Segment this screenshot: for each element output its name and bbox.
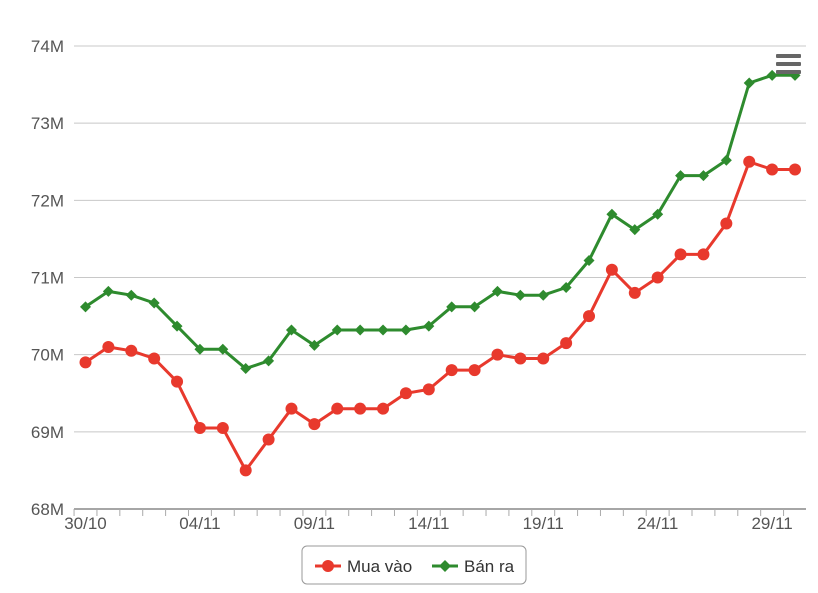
data-point-ban-ra[interactable] xyxy=(514,289,526,301)
data-point-mua-vao[interactable] xyxy=(102,340,115,353)
data-point-ban-ra[interactable] xyxy=(629,224,641,236)
y-tick-label: 72M xyxy=(31,191,64,210)
data-point-mua-vao[interactable] xyxy=(560,337,573,350)
data-point-ban-ra[interactable] xyxy=(697,170,709,182)
series-ban-ra xyxy=(80,69,801,375)
data-point-ban-ra[interactable] xyxy=(331,324,343,336)
data-point-ban-ra[interactable] xyxy=(583,255,595,267)
data-point-ban-ra[interactable] xyxy=(148,297,160,309)
x-tick-label: 14/11 xyxy=(408,514,449,533)
series-group xyxy=(79,69,801,477)
y-tick-label: 69M xyxy=(31,423,64,442)
data-point-mua-vao[interactable] xyxy=(766,163,779,176)
x-tick-label: 19/11 xyxy=(523,514,564,533)
x-tick-label: 04/11 xyxy=(179,514,220,533)
data-point-mua-vao[interactable] xyxy=(148,352,161,365)
data-point-mua-vao[interactable] xyxy=(285,402,298,415)
data-point-ban-ra[interactable] xyxy=(675,170,687,182)
data-point-ban-ra[interactable] xyxy=(491,285,503,297)
data-point-mua-vao[interactable] xyxy=(697,248,710,261)
data-point-mua-vao[interactable] xyxy=(720,217,733,230)
data-point-mua-vao[interactable] xyxy=(354,402,367,415)
data-point-mua-vao[interactable] xyxy=(605,263,618,276)
data-point-mua-vao[interactable] xyxy=(239,464,252,477)
data-point-ban-ra[interactable] xyxy=(743,77,755,89)
data-point-ban-ra[interactable] xyxy=(308,339,320,351)
data-point-mua-vao[interactable] xyxy=(171,375,184,388)
data-point-ban-ra[interactable] xyxy=(377,324,389,336)
y-tick-label: 70M xyxy=(31,346,64,365)
data-point-mua-vao[interactable] xyxy=(193,421,206,434)
data-point-mua-vao[interactable] xyxy=(514,352,527,365)
data-point-mua-vao[interactable] xyxy=(628,286,641,299)
data-point-mua-vao[interactable] xyxy=(743,155,756,168)
data-point-mua-vao[interactable] xyxy=(331,402,344,415)
data-point-mua-vao[interactable] xyxy=(262,433,275,446)
data-point-ban-ra[interactable] xyxy=(423,320,435,332)
y-tick-label: 68M xyxy=(31,500,64,519)
data-point-mua-vao[interactable] xyxy=(674,248,687,261)
data-point-ban-ra[interactable] xyxy=(125,289,137,301)
y-tick-label: 73M xyxy=(31,114,64,133)
legend-box xyxy=(301,545,527,585)
data-point-ban-ra[interactable] xyxy=(606,208,618,220)
data-point-ban-ra[interactable] xyxy=(263,355,275,367)
legend[interactable]: Mua vào Bán ra xyxy=(301,545,527,585)
data-point-ban-ra[interactable] xyxy=(171,320,183,332)
data-point-mua-vao[interactable] xyxy=(216,421,229,434)
data-point-ban-ra[interactable] xyxy=(285,324,297,336)
data-point-ban-ra[interactable] xyxy=(400,324,412,336)
legend-item-ban-ra[interactable]: Bán ra xyxy=(432,557,515,576)
data-point-mua-vao[interactable] xyxy=(651,271,664,284)
data-point-mua-vao[interactable] xyxy=(491,348,504,361)
series-line-ban-ra xyxy=(84,73,795,371)
y-axis: 68M 69M 70M 71M 72M 73M 74M xyxy=(31,37,64,519)
data-point-mua-vao[interactable] xyxy=(308,418,321,431)
data-point-ban-ra[interactable] xyxy=(766,69,778,81)
y-tick-label: 71M xyxy=(31,269,64,288)
data-point-ban-ra[interactable] xyxy=(720,154,732,166)
data-point-ban-ra[interactable] xyxy=(446,301,458,313)
series-mua-vao xyxy=(79,155,801,477)
data-point-mua-vao[interactable] xyxy=(377,402,390,415)
x-tick-label: 30/10 xyxy=(64,514,107,533)
data-point-ban-ra[interactable] xyxy=(354,324,366,336)
data-point-ban-ra[interactable] xyxy=(102,285,114,297)
data-point-ban-ra[interactable] xyxy=(240,363,252,375)
grid-lines xyxy=(74,45,806,433)
data-point-ban-ra[interactable] xyxy=(80,301,91,313)
legend-marker-mua-vao xyxy=(322,560,334,572)
legend-item-mua-vao[interactable]: Mua vào xyxy=(315,557,412,576)
x-tick-label: 09/11 xyxy=(294,514,335,533)
data-point-ban-ra[interactable] xyxy=(537,289,549,301)
data-point-mua-vao[interactable] xyxy=(583,310,596,323)
data-point-mua-vao[interactable] xyxy=(537,352,550,365)
data-point-mua-vao[interactable] xyxy=(468,364,481,377)
hamburger-menu-icon[interactable] xyxy=(770,50,804,80)
legend-label-ban-ra: Bán ra xyxy=(464,557,515,576)
data-point-ban-ra[interactable] xyxy=(560,282,572,294)
legend-marker-ban-ra xyxy=(439,560,451,572)
data-point-mua-vao[interactable] xyxy=(79,356,92,369)
y-tick-label: 74M xyxy=(31,37,64,56)
data-point-mua-vao[interactable] xyxy=(445,364,458,377)
data-point-ban-ra[interactable] xyxy=(469,301,481,313)
x-tick-label: 24/11 xyxy=(637,514,678,533)
data-point-mua-vao[interactable] xyxy=(399,387,412,400)
data-point-ban-ra[interactable] xyxy=(194,343,206,355)
x-axis: 30/10 04/11 09/11 14/11 19/11 24/11 29/11 xyxy=(64,508,806,533)
legend-label-mua-vao: Mua vào xyxy=(347,557,412,576)
data-point-mua-vao[interactable] xyxy=(125,344,138,357)
x-tick-label: 29/11 xyxy=(751,514,792,533)
data-point-ban-ra[interactable] xyxy=(652,208,664,220)
data-point-mua-vao[interactable] xyxy=(789,163,801,176)
data-point-mua-vao[interactable] xyxy=(422,383,435,396)
data-point-ban-ra[interactable] xyxy=(217,343,229,355)
